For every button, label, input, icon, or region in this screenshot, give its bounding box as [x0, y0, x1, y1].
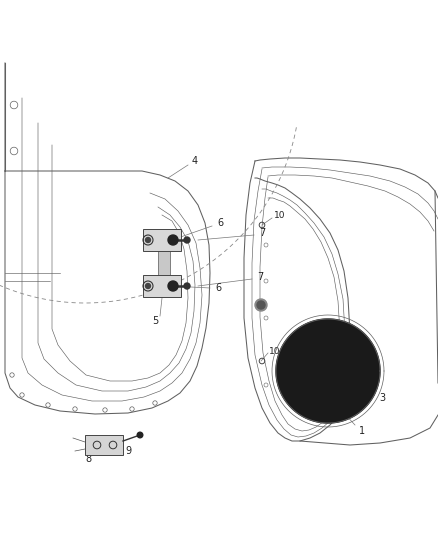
Text: 6: 6: [215, 283, 221, 293]
Text: 5: 5: [152, 316, 158, 326]
Circle shape: [168, 235, 178, 245]
Circle shape: [137, 432, 143, 438]
Circle shape: [255, 299, 267, 311]
FancyBboxPatch shape: [158, 250, 170, 276]
Text: 1: 1: [359, 426, 365, 436]
Circle shape: [184, 237, 190, 243]
Text: 7: 7: [257, 272, 263, 282]
Circle shape: [145, 238, 151, 243]
FancyBboxPatch shape: [143, 275, 181, 297]
Circle shape: [168, 281, 178, 291]
Text: 4: 4: [192, 156, 198, 166]
Text: 9: 9: [125, 446, 131, 456]
Text: 3: 3: [379, 393, 385, 403]
Circle shape: [145, 284, 151, 288]
Text: 10: 10: [274, 211, 286, 220]
Circle shape: [184, 283, 190, 289]
FancyBboxPatch shape: [85, 435, 123, 455]
Text: 10: 10: [269, 346, 281, 356]
Polygon shape: [276, 319, 380, 423]
Text: 7: 7: [259, 228, 265, 238]
FancyBboxPatch shape: [143, 229, 181, 251]
Text: 6: 6: [217, 218, 223, 228]
Circle shape: [257, 301, 265, 309]
Text: 8: 8: [85, 454, 91, 464]
